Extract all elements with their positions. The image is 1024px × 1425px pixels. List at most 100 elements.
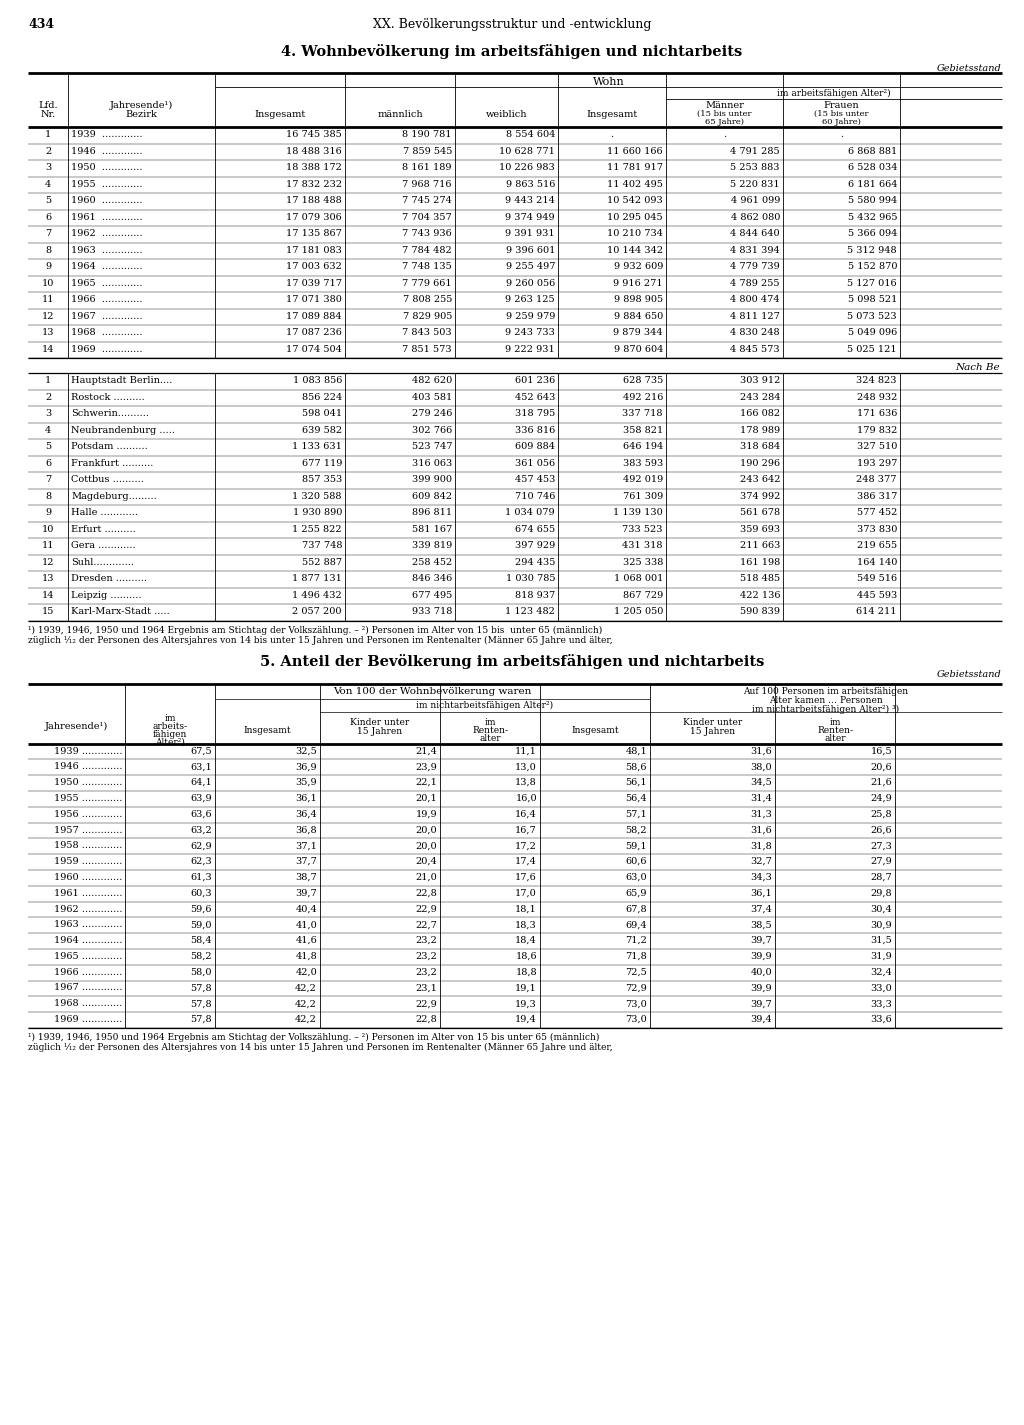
Text: 1939 .............: 1939 ............. (53, 747, 122, 755)
Text: im: im (484, 718, 496, 727)
Text: 21,6: 21,6 (870, 778, 892, 787)
Text: 577 452: 577 452 (857, 507, 897, 517)
Text: 164 140: 164 140 (857, 557, 897, 567)
Text: 9 260 056: 9 260 056 (506, 278, 555, 288)
Text: 18 388 172: 18 388 172 (286, 162, 342, 172)
Text: 1963 .............: 1963 ............. (53, 921, 122, 929)
Text: 14: 14 (42, 590, 54, 600)
Text: 10 542 093: 10 542 093 (607, 197, 663, 205)
Text: 17 832 232: 17 832 232 (286, 180, 342, 188)
Text: 5 127 016: 5 127 016 (848, 278, 897, 288)
Text: Schwerin..........: Schwerin.......... (71, 409, 150, 418)
Text: 16,7: 16,7 (515, 825, 537, 835)
Text: 9 222 931: 9 222 931 (505, 345, 555, 353)
Text: 193 297: 193 297 (857, 459, 897, 467)
Text: 8: 8 (45, 492, 51, 500)
Text: 9 396 601: 9 396 601 (506, 245, 555, 255)
Text: 30,9: 30,9 (870, 921, 892, 929)
Text: 8: 8 (45, 245, 51, 255)
Text: 857 353: 857 353 (302, 475, 342, 485)
Text: 482 620: 482 620 (412, 376, 452, 385)
Text: 374 992: 374 992 (739, 492, 780, 500)
Text: 67,5: 67,5 (190, 747, 212, 755)
Text: 18,1: 18,1 (515, 905, 537, 913)
Text: 336 816: 336 816 (515, 426, 555, 435)
Text: 27,9: 27,9 (870, 856, 892, 866)
Text: 5 312 948: 5 312 948 (848, 245, 897, 255)
Text: 33,3: 33,3 (870, 999, 892, 1009)
Text: Frauen: Frauen (823, 101, 859, 110)
Text: 2: 2 (45, 147, 51, 155)
Text: 373 830: 373 830 (857, 524, 897, 533)
Text: 56,1: 56,1 (626, 778, 647, 787)
Text: 58,2: 58,2 (190, 952, 212, 960)
Text: 1 030 785: 1 030 785 (506, 574, 555, 583)
Text: 22,1: 22,1 (415, 778, 437, 787)
Text: Erfurt ..........: Erfurt .......... (71, 524, 136, 533)
Text: 38,5: 38,5 (751, 921, 772, 929)
Text: 219 655: 219 655 (857, 542, 897, 550)
Text: 13: 13 (42, 574, 54, 583)
Text: 73,0: 73,0 (626, 999, 647, 1009)
Text: 4 779 739: 4 779 739 (730, 262, 780, 271)
Text: Kinder unter: Kinder unter (683, 718, 742, 727)
Text: 10 295 045: 10 295 045 (607, 212, 663, 221)
Text: 2 057 200: 2 057 200 (293, 607, 342, 616)
Text: 8 554 604: 8 554 604 (506, 130, 555, 140)
Text: 14: 14 (42, 345, 54, 353)
Text: 17 089 884: 17 089 884 (287, 312, 342, 321)
Text: 710 746: 710 746 (515, 492, 555, 500)
Text: 4 830 248: 4 830 248 (730, 328, 780, 336)
Text: 23,9: 23,9 (416, 762, 437, 771)
Text: 21,4: 21,4 (415, 747, 437, 755)
Text: 1967 .............: 1967 ............. (53, 983, 122, 992)
Text: 1968  .............: 1968 ............. (71, 328, 142, 336)
Text: 11: 11 (42, 542, 54, 550)
Text: 5 366 094: 5 366 094 (848, 229, 897, 238)
Text: 28,7: 28,7 (870, 874, 892, 882)
Text: 30,4: 30,4 (870, 905, 892, 913)
Text: 36,9: 36,9 (295, 762, 317, 771)
Text: 9 243 733: 9 243 733 (505, 328, 555, 336)
Text: 4 831 394: 4 831 394 (730, 245, 780, 255)
Text: 39,7: 39,7 (751, 999, 772, 1009)
Text: 32,5: 32,5 (295, 747, 317, 755)
Text: 60,3: 60,3 (190, 889, 212, 898)
Text: 67,8: 67,8 (626, 905, 647, 913)
Text: 21,0: 21,0 (416, 874, 437, 882)
Text: 4 844 640: 4 844 640 (730, 229, 780, 238)
Text: 9 879 344: 9 879 344 (613, 328, 663, 336)
Text: im arbeitsfähigen Alter²): im arbeitsfähigen Alter²) (777, 88, 891, 98)
Text: 431 318: 431 318 (623, 542, 663, 550)
Text: 5. Anteil der Bevölkerung im arbeitsfähigen und nichtarbeits: 5. Anteil der Bevölkerung im arbeitsfähi… (260, 654, 764, 668)
Text: Nach Be: Nach Be (955, 363, 1000, 372)
Text: 325 338: 325 338 (623, 557, 663, 567)
Text: 856 224: 856 224 (302, 392, 342, 402)
Text: 9: 9 (45, 262, 51, 271)
Text: 63,9: 63,9 (190, 794, 212, 802)
Text: 1963  .............: 1963 ............. (71, 245, 142, 255)
Text: 48,1: 48,1 (626, 747, 647, 755)
Text: Auf 100 Personen im arbeitsfähigen: Auf 100 Personen im arbeitsfähigen (743, 687, 908, 695)
Text: 403 581: 403 581 (412, 392, 452, 402)
Text: 318 795: 318 795 (515, 409, 555, 418)
Text: 42,2: 42,2 (295, 1015, 317, 1025)
Text: 17,0: 17,0 (515, 889, 537, 898)
Text: 1968 .............: 1968 ............. (53, 999, 122, 1009)
Text: 40,4: 40,4 (295, 905, 317, 913)
Text: 3: 3 (45, 409, 51, 418)
Text: 15 Jahren: 15 Jahren (357, 727, 402, 735)
Text: 34,3: 34,3 (751, 874, 772, 882)
Text: 9 916 271: 9 916 271 (613, 278, 663, 288)
Text: Nr.: Nr. (40, 110, 55, 120)
Text: 5 073 523: 5 073 523 (848, 312, 897, 321)
Text: Renten-: Renten- (472, 725, 508, 734)
Text: 18,4: 18,4 (515, 936, 537, 945)
Text: Insgesamt: Insgesamt (244, 725, 291, 734)
Text: züglich ¹⁄₁₂ der Personen des Altersjahres von 14 bis unter 15 Jahren und Person: züglich ¹⁄₁₂ der Personen des Altersjahr… (28, 1043, 612, 1052)
Text: 1955  .............: 1955 ............. (71, 180, 142, 188)
Text: 4: 4 (45, 180, 51, 188)
Text: 601 236: 601 236 (515, 376, 555, 385)
Text: 22,9: 22,9 (416, 999, 437, 1009)
Text: 434: 434 (28, 19, 54, 31)
